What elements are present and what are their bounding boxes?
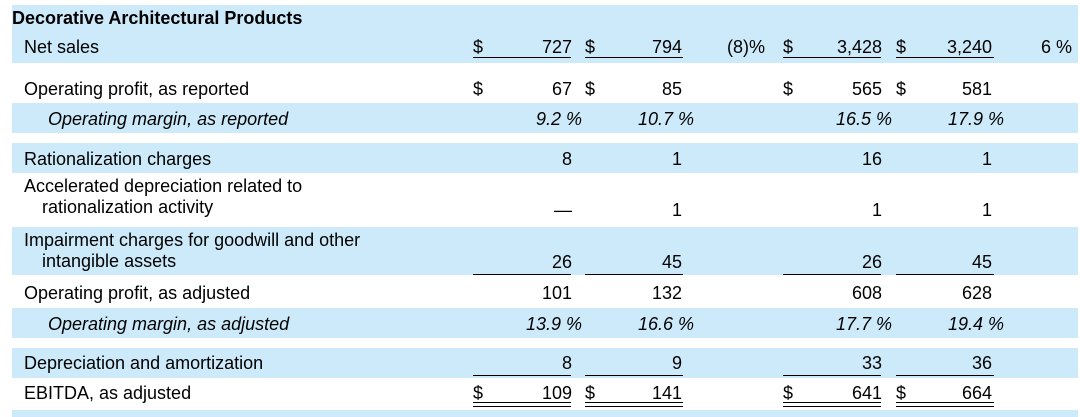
row-label: Operating profit, as reported (24, 79, 250, 99)
currency-symbol: $ (896, 37, 907, 57)
double-underline (896, 402, 994, 407)
double-underline (585, 402, 683, 407)
value-cell: 17.7 % (835, 314, 892, 334)
row-label: EBITDA, as adjusted (24, 383, 192, 403)
value-cell: 26 (551, 252, 572, 272)
double-underline (473, 402, 571, 407)
value-cell: 727 (541, 37, 572, 57)
value-cell: 565 (851, 79, 882, 99)
value-cell: 628 (961, 283, 992, 303)
dep-amort-row: Depreciation and amortization 8 9 33 36 (12, 348, 1078, 378)
value-cell: 608 (851, 283, 882, 303)
rationalization-row: Rationalization charges 8 1 16 1 (12, 143, 1078, 173)
value-cell: 1 (671, 200, 682, 220)
value-cell: 664 (961, 383, 992, 403)
row-label: Rationalization charges (24, 149, 212, 169)
row-label: Impairment charges for goodwill and othe… (24, 230, 361, 250)
value-cell: 17.9 % (947, 109, 1004, 129)
accel-depreciation-row: Accelerated depreciation related to rati… (12, 175, 1078, 225)
underline (473, 57, 571, 58)
row-label: Operating margin, as adjusted (48, 314, 290, 334)
op-margin-adjusted-row: Operating margin, as adjusted 13.9 % 16.… (12, 308, 1078, 338)
underline (783, 274, 881, 275)
ebitda-row: EBITDA, as adjusted $ 109 $ 141 $ 641 $ … (12, 378, 1078, 408)
value-cell: 19.4 % (947, 314, 1004, 334)
value-cell: 8 (561, 353, 572, 373)
value-cell: 101 (541, 283, 572, 303)
value-cell: 794 (651, 37, 682, 57)
underline (473, 375, 571, 376)
underline (585, 274, 683, 275)
value-cell: 16.5 % (835, 109, 892, 129)
double-underline (783, 402, 881, 407)
section-title: Decorative Architectural Products (12, 8, 303, 28)
row-label: Accelerated depreciation related to (24, 176, 303, 196)
currency-symbol: $ (783, 37, 794, 57)
value-cell: 16.6 % (637, 314, 694, 334)
currency-symbol: $ (783, 383, 794, 403)
row-label-continued: intangible assets (42, 251, 177, 271)
underline (896, 274, 994, 275)
row-label: Depreciation and amortization (24, 353, 264, 373)
value-cell: 141 (651, 383, 682, 403)
value-cell: 45 (971, 252, 992, 272)
value-cell: 581 (961, 79, 992, 99)
row-label: Operating margin, as reported (48, 109, 289, 129)
value-cell: — (554, 200, 572, 220)
currency-symbol: $ (896, 383, 907, 403)
currency-symbol: $ (585, 383, 596, 403)
value-cell: 16 (861, 149, 882, 169)
value-cell: 10.7 % (637, 109, 694, 129)
value-cell: 641 (851, 383, 882, 403)
currency-symbol: $ (473, 383, 484, 403)
value-cell: 9.2 % (535, 109, 582, 129)
value-cell: 1 (871, 200, 882, 220)
op-margin-reported-row: Operating margin, as reported 9.2 % 10.7… (12, 103, 1078, 133)
underline (896, 57, 994, 58)
row-label-continued: rationalization activity (42, 197, 214, 217)
value-cell: 13.9 % (525, 314, 582, 334)
value-cell: 1 (671, 149, 682, 169)
change-cell: (8)% (726, 37, 765, 57)
value-cell: 109 (541, 383, 572, 403)
section-title-row: Decorative Architectural Products (12, 5, 1078, 31)
value-cell: 36 (971, 353, 992, 373)
value-cell: 3,240 (946, 37, 992, 57)
value-cell: 9 (671, 353, 682, 373)
value-cell: 85 (661, 79, 682, 99)
value-cell: 45 (661, 252, 682, 272)
value-cell: 1 (981, 149, 992, 169)
op-profit-reported-row: Operating profit, as reported $ 67 $ 85 … (12, 73, 1078, 103)
currency-symbol: $ (585, 79, 596, 99)
change-cell: 6 % (1040, 37, 1072, 57)
underline (783, 375, 881, 376)
value-cell: 132 (651, 283, 682, 303)
value-cell: 33 (861, 353, 882, 373)
value-cell: 1 (981, 200, 992, 220)
currency-symbol: $ (896, 79, 907, 99)
underline (896, 375, 994, 376)
row-label: Operating profit, as adjusted (24, 283, 251, 303)
underline (473, 274, 571, 275)
underline (783, 57, 881, 58)
impairment-row: Impairment charges for goodwill and othe… (12, 227, 1078, 275)
bottom-band (12, 410, 1078, 417)
currency-symbol: $ (585, 37, 596, 57)
row-label: Net sales (24, 37, 100, 57)
currency-symbol: $ (473, 79, 484, 99)
underline (585, 57, 683, 58)
value-cell: 3,428 (836, 37, 882, 57)
currency-symbol: $ (783, 79, 794, 99)
value-cell: 26 (861, 252, 882, 272)
currency-symbol: $ (473, 37, 484, 57)
value-cell: 67 (551, 79, 572, 99)
underline (585, 375, 683, 376)
value-cell: 8 (561, 149, 572, 169)
op-profit-adjusted-row: Operating profit, as adjusted 101 132 60… (12, 278, 1078, 308)
net-sales-row: Net sales $ 727 $ 794 (8)% $ 3,428 $ 3,2… (12, 31, 1078, 63)
